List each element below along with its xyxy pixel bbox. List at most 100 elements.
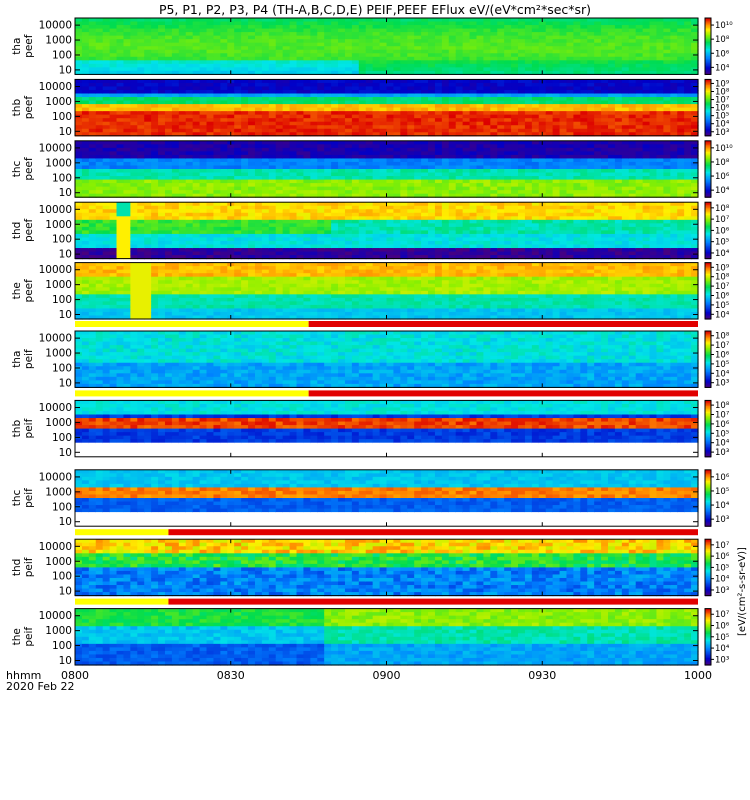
heatmap-cell — [289, 183, 298, 188]
heatmap-cell — [656, 86, 664, 91]
heatmap-cell — [677, 128, 685, 133]
heatmap-cell — [524, 49, 533, 54]
heatmap-cell — [351, 28, 360, 33]
heatmap-cell — [497, 39, 505, 44]
heatmap-cell — [428, 56, 436, 61]
heatmap-cell — [116, 114, 125, 119]
heatmap-cell — [192, 147, 201, 152]
heatmap-cell — [234, 118, 242, 123]
heatmap-cell — [642, 25, 651, 30]
heatmap-cell — [476, 111, 485, 116]
heatmap-cell — [344, 128, 353, 133]
heatmap-cell — [524, 140, 533, 145]
heatmap-cell — [261, 89, 270, 95]
heatmap-cell — [199, 104, 208, 109]
heatmap-cell — [628, 154, 637, 160]
heatmap-cell — [365, 169, 374, 174]
heatmap-cell — [428, 39, 436, 44]
heatmap-cell — [414, 82, 422, 88]
heatmap-cell — [386, 154, 395, 160]
heatmap-cell — [220, 70, 228, 75]
heatmap-cell — [310, 251, 318, 256]
heatmap-cell — [365, 53, 374, 58]
heatmap-cell — [414, 28, 422, 33]
heatmap-cell — [213, 60, 221, 65]
heatmap-cell — [116, 147, 125, 152]
heatmap-cell — [213, 97, 221, 102]
heatmap-cell — [227, 190, 235, 195]
heatmap-cell — [164, 104, 173, 109]
heatmap-cell — [185, 140, 194, 145]
heatmap-cell — [220, 63, 228, 68]
heatmap-cell — [386, 186, 395, 191]
heatmap-cell — [483, 56, 491, 61]
heatmap-cell — [81, 169, 90, 174]
heatmap-cell — [344, 46, 353, 51]
heatmap-cell — [199, 79, 208, 84]
heatmap-cell — [275, 219, 284, 224]
heatmap-cell — [282, 114, 291, 119]
heatmap-cell — [573, 172, 581, 177]
heatmap-cell — [414, 179, 422, 184]
heatmap-cell — [587, 60, 595, 65]
heatmap-cell — [386, 121, 395, 126]
heatmap-cell — [566, 151, 574, 156]
heatmap-cell — [199, 233, 208, 239]
heatmap-cell — [164, 132, 173, 137]
heatmap-cell — [289, 154, 298, 160]
heatmap-cell — [670, 25, 678, 30]
heatmap-cell — [199, 209, 208, 214]
heatmap-cell — [621, 128, 630, 133]
heatmap-cell — [421, 132, 429, 137]
heatmap-cell — [296, 226, 305, 231]
heatmap-cell — [268, 132, 277, 137]
heatmap-cell — [414, 93, 422, 98]
heatmap-cell — [95, 240, 104, 246]
heatmap-cell — [386, 165, 395, 170]
heatmap-cell — [421, 89, 429, 95]
heatmap-cell — [545, 79, 554, 84]
heatmap-cell — [234, 89, 242, 95]
heatmap-cell — [199, 28, 208, 33]
heatmap-cell — [123, 161, 131, 167]
heatmap-cell — [511, 107, 519, 112]
heatmap-cell — [386, 104, 395, 109]
heatmap-cell — [518, 161, 526, 167]
heatmap-cell — [282, 165, 291, 170]
heatmap-cell — [317, 60, 325, 65]
heatmap-cell — [164, 79, 173, 84]
heatmap-cell — [545, 93, 554, 98]
heatmap-cell — [538, 39, 547, 44]
heatmap-cell — [296, 70, 305, 75]
heatmap-cell — [95, 63, 104, 68]
heatmap-cell — [642, 49, 651, 54]
heatmap-cell — [227, 60, 235, 65]
heatmap-cell — [151, 107, 159, 112]
heatmap-cell — [635, 67, 644, 72]
heatmap-cell — [504, 151, 512, 156]
heatmap-cell — [164, 118, 173, 123]
heatmap-cell — [393, 42, 401, 47]
heatmap-cell — [635, 132, 644, 137]
heatmap-cell — [656, 193, 664, 198]
heatmap-cell — [587, 63, 595, 68]
heatmap-cell — [559, 147, 568, 152]
heatmap-cell — [608, 147, 616, 152]
heatmap-cell — [151, 125, 159, 130]
heatmap-cell — [372, 21, 381, 26]
heatmap-cell — [358, 25, 367, 30]
heatmap-cell — [621, 93, 630, 98]
heatmap-cell — [601, 151, 609, 156]
heatmap-cell — [469, 169, 478, 174]
heatmap-cell — [234, 205, 242, 210]
heatmap-cell — [448, 18, 457, 23]
heatmap-cell — [248, 244, 256, 249]
heatmap-cell — [462, 104, 471, 109]
heatmap-cell — [317, 205, 325, 210]
heatmap-cell — [303, 28, 311, 33]
heatmap-cell — [649, 161, 658, 167]
heatmap-cell — [185, 202, 194, 207]
heatmap-cell — [428, 100, 436, 105]
heatmap-cell — [386, 53, 395, 58]
heatmap-cell — [158, 216, 166, 221]
